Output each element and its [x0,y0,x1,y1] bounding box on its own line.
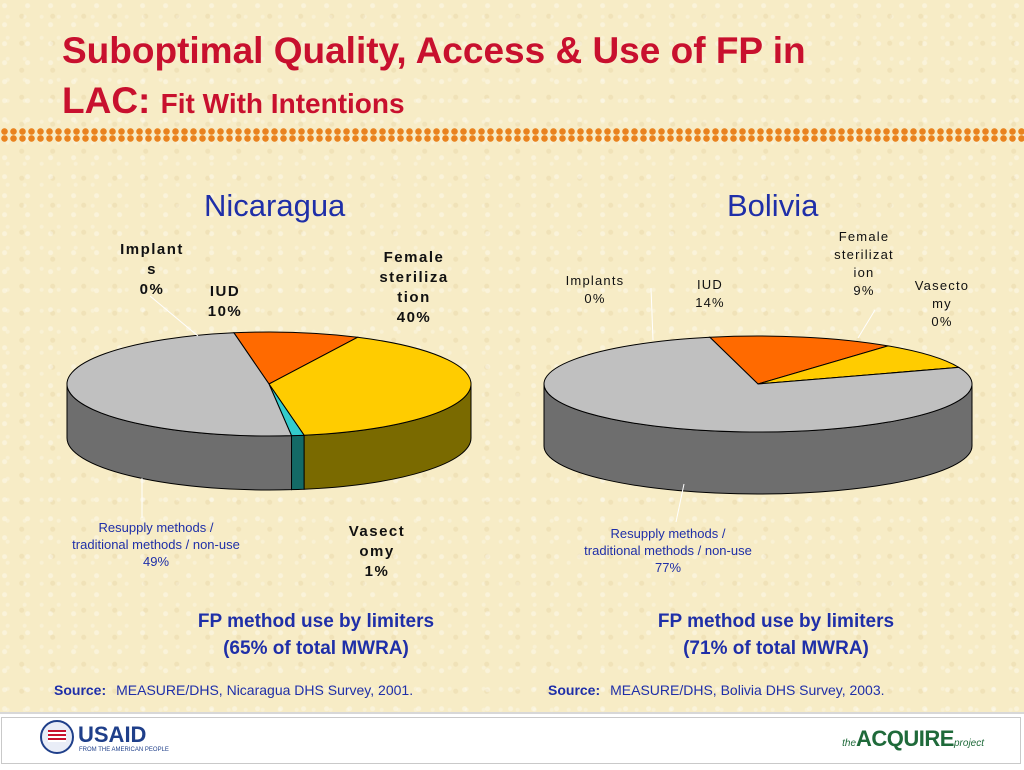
pie-slice-female_sterilization [757,345,961,385]
pie-slice-resupply [543,336,973,433]
acquire-logo: theACQUIREproject [842,726,984,751]
leader-line [857,309,876,339]
leader-line [650,287,654,341]
slide-title: Suboptimal Quality, Access & Use of FP i… [62,30,806,71]
caption-nicaragua: FP method use by limiters (65% of total … [197,611,435,659]
slide-subtitle: Fit With Intentions [160,88,405,119]
label-nicaragua-female-sterilization: Female steriliza tion 40% [379,249,449,326]
caption-bolivia: FP method use by limiters (71% of total … [657,611,895,659]
label-nicaragua-vasectomy: Vasect omy 1% [348,523,406,580]
pie-slice-resupply [66,332,293,437]
label-bolivia-female-sterilization: Female sterilizat ion 9% [834,229,894,298]
label-bolivia-iud: IUD 14% [695,277,725,310]
label-nicaragua-iud: IUD 10% [207,283,243,320]
label-nicaragua-implants: Implant s 0% [120,241,184,298]
pie-slice-iud [233,331,360,385]
usaid-seal-icon [40,720,74,754]
pie-slice-iud [708,335,889,385]
title-lac: LAC: [62,80,151,121]
source-bolivia: Source: MEASURE/DHS, Bolivia DHS Survey, … [548,682,885,698]
dotted-divider [0,128,1024,142]
label-bolivia-resupply: Resupply methods / traditional methods /… [584,526,752,575]
label-nicaragua-resupply: Resupply methods / traditional methods /… [72,520,240,569]
leader-line-resupply [675,483,685,523]
slide-title-line2: LAC: Fit With Intentions [62,80,405,122]
label-bolivia-vasectomy: Vasecto my 0% [914,278,970,329]
footer-bar: USAID FROM THE AMERICAN PEOPLE theACQUIR… [0,712,1024,770]
footer-frame [1,717,1021,764]
source-nicaragua: Source: MEASURE/DHS, Nicaragua DHS Survey… [54,682,414,698]
label-bolivia-implants: Implants 0% [565,273,625,306]
chart-title-nicaragua: Nicaragua [204,188,346,223]
leader-line [149,295,199,337]
pie-slice-female_sterilization [268,336,472,436]
chart-title-bolivia: Bolivia [727,188,819,223]
